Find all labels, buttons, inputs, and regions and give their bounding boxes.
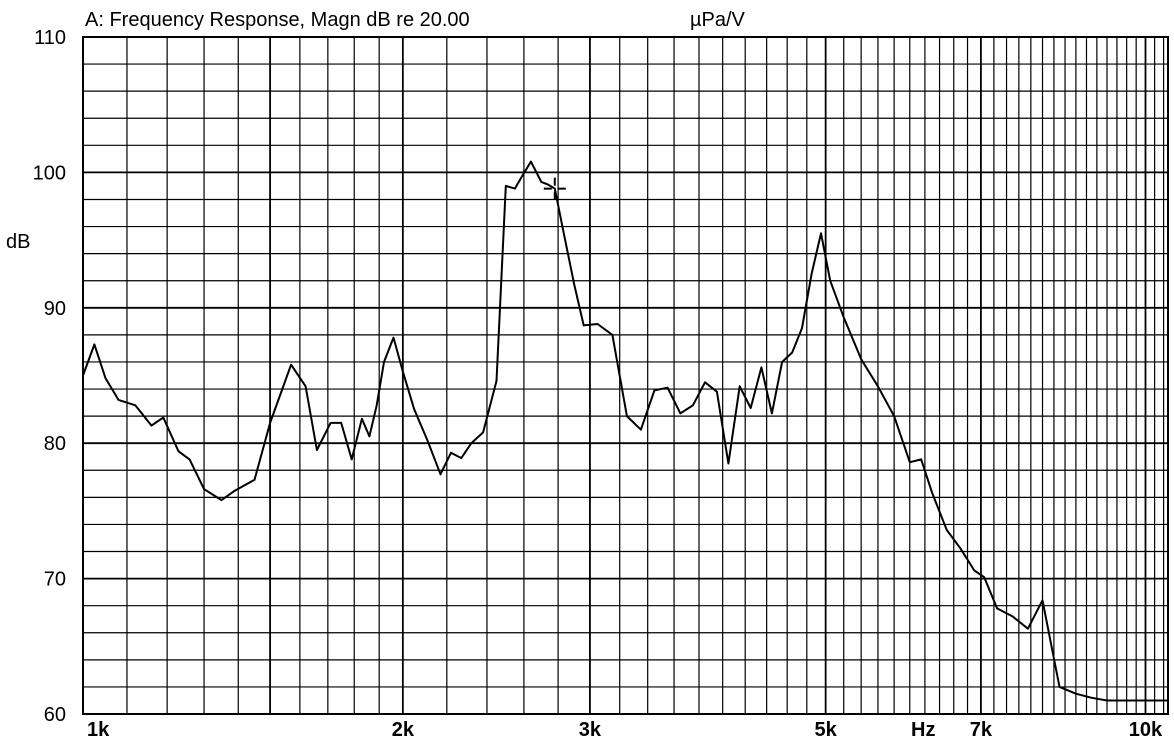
x-axis-unit-label: Hz bbox=[911, 719, 935, 740]
minor-grid bbox=[83, 37, 1168, 714]
chart-title: A: Frequency Response, Magn dB re 20.00 bbox=[85, 9, 470, 31]
y-tick-label: 100 bbox=[33, 162, 66, 184]
response-curve bbox=[82, 160, 1168, 702]
x-tick-labels: 1k 2k 3k 5k 7k 10k bbox=[87, 719, 1163, 740]
cursor-marker bbox=[543, 177, 566, 200]
x-tick-label: 1k bbox=[87, 719, 110, 740]
x-tick-label: 2k bbox=[392, 719, 415, 740]
unit-label: µPa/V bbox=[690, 9, 746, 31]
y-axis-label: dB bbox=[6, 231, 30, 253]
y-tick-label: 90 bbox=[44, 298, 66, 320]
y-tick-label: 80 bbox=[44, 433, 66, 455]
x-tick-label: 3k bbox=[579, 719, 602, 740]
y-tick-label: 60 bbox=[44, 704, 66, 726]
x-tick-label: 7k bbox=[970, 719, 993, 740]
y-tick-label: 70 bbox=[44, 569, 66, 591]
x-tick-label: 5k bbox=[815, 719, 838, 740]
x-tick-label: 10k bbox=[1129, 719, 1163, 740]
y-tick-labels: 60 70 80 90 100 110 bbox=[33, 27, 66, 726]
y-tick-label: 110 bbox=[34, 27, 66, 49]
